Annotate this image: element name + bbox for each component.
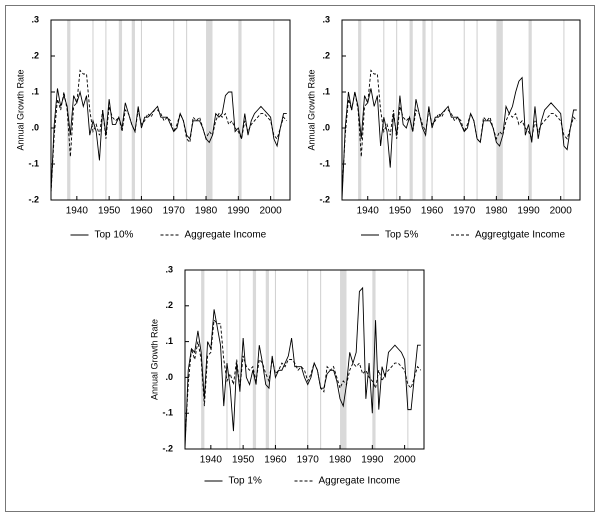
x-tick-label: 1960 <box>421 206 444 217</box>
series-line <box>50 88 287 193</box>
recession-band <box>422 20 426 200</box>
x-tick-label: 1940 <box>66 206 89 217</box>
x-tick-label: 2000 <box>550 206 573 217</box>
y-tick-label: .1 <box>165 336 173 346</box>
series-line <box>341 69 578 193</box>
recession-band <box>265 270 269 449</box>
y-tick-label: .0 <box>165 372 173 382</box>
y-tick-label: .0 <box>31 122 39 132</box>
y-tick-label: -.1 <box>162 408 173 418</box>
series-line <box>184 319 422 442</box>
plot-frame <box>50 19 291 201</box>
x-tick-label: 1970 <box>163 206 186 217</box>
recession-band <box>201 270 205 449</box>
x-tick-label: 1990 <box>517 206 540 217</box>
plot-frame <box>184 269 425 450</box>
x-tick-label: 1940 <box>200 455 223 466</box>
legend-label: Aggregate Income <box>319 476 401 487</box>
recession-band <box>131 20 135 200</box>
legend-label: Top 5% <box>385 230 418 241</box>
figure-frame <box>5 5 595 512</box>
recession-band <box>238 20 242 200</box>
recession-band <box>496 20 503 200</box>
panel: -.2 -.1 .0 .1 .2 .3 1940 1950 1960 1970 1980 1990 20… <box>306 14 581 241</box>
x-tick-label: 1980 <box>485 206 508 217</box>
x-tick-label: 1980 <box>195 206 218 217</box>
legend-label: Top 10% <box>95 230 134 241</box>
x-tick-label: 1950 <box>232 455 255 466</box>
y-tick-label: .2 <box>322 50 330 60</box>
recession-band <box>252 270 257 449</box>
x-tick-label: 2000 <box>393 455 416 466</box>
y-tick-label: .0 <box>322 122 330 132</box>
y-axis-label: Annual Growth Rate <box>306 69 316 150</box>
x-tick-label: 1960 <box>264 455 287 466</box>
x-tick-label: 1970 <box>453 206 476 217</box>
recession-band <box>528 20 532 200</box>
recession-band <box>358 20 362 200</box>
legend-label: Top 1% <box>229 476 262 487</box>
recession-band <box>409 20 413 200</box>
y-axis-label: Annual Growth Rate <box>149 319 159 400</box>
recession-band <box>206 20 213 200</box>
x-tick-label: 2000 <box>259 206 282 217</box>
recession-band <box>118 20 123 200</box>
x-tick-label: 1990 <box>361 455 384 466</box>
plot-frame <box>341 19 581 201</box>
series-line <box>50 69 288 193</box>
y-tick-label: .1 <box>31 86 39 96</box>
x-tick-label: 1950 <box>98 206 121 217</box>
x-tick-label: 1950 <box>389 206 412 217</box>
x-tick-label: 1970 <box>297 455 320 466</box>
x-tick-label: 1940 <box>357 206 380 217</box>
x-tick-label: 1990 <box>227 206 250 217</box>
y-tick-label: -.1 <box>28 158 39 168</box>
y-tick-label: .1 <box>322 86 330 96</box>
legend-label: Aggregate Income <box>185 230 267 241</box>
panel: -.2 -.1 .0 .1 .2 .3 1940 1950 1960 1970 1980 1990 20… <box>149 264 425 487</box>
y-axis-label: Annual Growth Rate <box>15 69 25 150</box>
panel: -.2 -.1 .0 .1 .2 .3 1940 1950 1960 1970 1980 1990 20… <box>15 14 291 241</box>
legend-label: Aggregtgate Income <box>475 230 565 241</box>
recession-band <box>340 270 347 449</box>
series-line <box>184 286 421 450</box>
y-tick-label: -.1 <box>319 158 330 168</box>
y-tick-label: .3 <box>31 14 39 24</box>
recession-band <box>67 20 71 200</box>
y-tick-label: -.2 <box>28 194 39 204</box>
series-line <box>341 76 577 201</box>
y-tick-label: .2 <box>165 300 173 310</box>
y-tick-label: .3 <box>322 14 330 24</box>
x-tick-label: 1960 <box>130 206 153 217</box>
y-tick-label: -.2 <box>319 194 330 204</box>
x-tick-label: 1980 <box>329 455 352 466</box>
y-tick-label: -.2 <box>162 443 173 453</box>
y-tick-label: .2 <box>31 50 39 60</box>
y-tick-label: .3 <box>165 264 173 274</box>
